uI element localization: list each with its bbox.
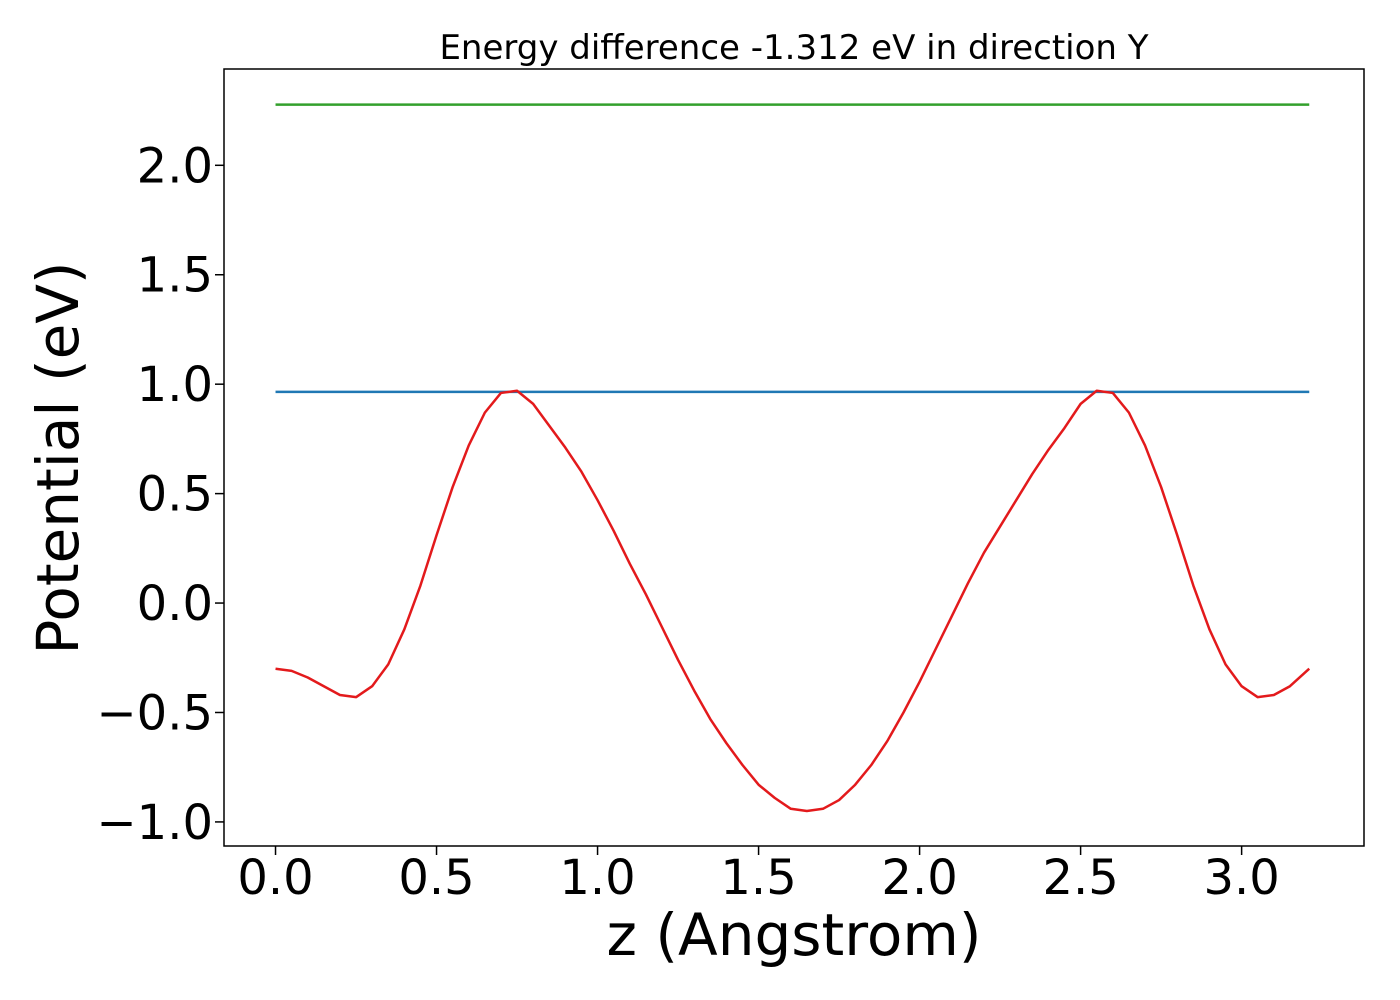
y-axis: −1.0 −0.5 0.0 0.5 1.0 1.5 2.0 (96, 138, 224, 851)
x-tick-label: 0.5 (398, 850, 474, 906)
y-tick-label: 0.5 (137, 467, 213, 523)
y-tick-label: 0.0 (137, 576, 213, 632)
y-tick-label: 1.0 (137, 357, 213, 413)
y-axis-label: Potential (eV) (24, 261, 92, 654)
y-tick-label: −0.5 (96, 685, 213, 741)
y-tick-label: 1.5 (137, 248, 213, 304)
series-layer (275, 103, 1311, 813)
y-tick-label: −1.0 (96, 795, 213, 851)
plot-frame (223, 68, 1365, 847)
x-axis-label: z (Angstrom) (607, 901, 982, 969)
x-tick-label: 2.5 (1042, 850, 1118, 906)
y-tick-label: 2.0 (137, 138, 213, 194)
x-tick-label: 1.0 (559, 850, 635, 906)
x-tick-label: 0.0 (237, 850, 313, 906)
x-tick-label: 2.0 (881, 850, 957, 906)
x-tick-label: 1.5 (720, 850, 796, 906)
series-line-0 (275, 389, 1311, 813)
chart-title: Energy difference -1.312 eV in direction… (439, 28, 1148, 68)
x-axis: 0.0 0.5 1.0 1.5 2.0 2.5 3.0 (237, 846, 1280, 906)
x-tick-label: 3.0 (1203, 850, 1279, 906)
